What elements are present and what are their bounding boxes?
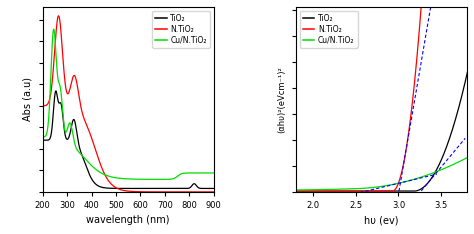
- X-axis label: hυ (ev): hυ (ev): [364, 216, 399, 226]
- Legend: TiO₂, N.TiO₂, Cu/N.TiO₂: TiO₂, N.TiO₂, Cu/N.TiO₂: [300, 11, 357, 48]
- Y-axis label: Abs (a.u): Abs (a.u): [23, 77, 33, 121]
- Y-axis label: (αhυ)²(eVcm⁻¹)²: (αhυ)²(eVcm⁻¹)²: [277, 66, 286, 133]
- Text: b: b: [282, 0, 291, 3]
- Text: a: a: [29, 0, 37, 3]
- X-axis label: wavelength (nm): wavelength (nm): [86, 216, 170, 226]
- Legend: TiO₂, N.TiO₂, Cu/N.TiO₂: TiO₂, N.TiO₂, Cu/N.TiO₂: [152, 11, 210, 48]
